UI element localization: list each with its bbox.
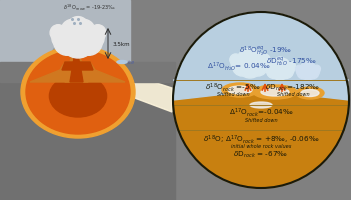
Circle shape	[72, 19, 95, 43]
Ellipse shape	[49, 75, 107, 117]
Circle shape	[258, 54, 270, 66]
Circle shape	[60, 22, 96, 58]
Bar	[0, 82, 175, 200]
Circle shape	[297, 67, 309, 79]
Circle shape	[52, 28, 72, 48]
Circle shape	[231, 57, 245, 71]
Circle shape	[305, 63, 316, 73]
Circle shape	[173, 12, 349, 188]
Circle shape	[84, 28, 104, 48]
Circle shape	[242, 48, 258, 64]
Ellipse shape	[296, 87, 324, 99]
Ellipse shape	[253, 85, 297, 99]
Circle shape	[311, 67, 320, 76]
Circle shape	[232, 57, 252, 76]
Circle shape	[238, 50, 254, 67]
Circle shape	[300, 63, 311, 73]
Circle shape	[296, 65, 303, 72]
Text: $\delta$D$_{H_2O}^{eq}$ -175‰: $\delta$D$_{H_2O}^{eq}$ -175‰	[266, 55, 316, 69]
Ellipse shape	[250, 102, 272, 108]
Circle shape	[90, 25, 106, 41]
Text: Shifted down: Shifted down	[277, 92, 309, 98]
Circle shape	[277, 58, 290, 72]
Circle shape	[296, 67, 305, 76]
Circle shape	[284, 64, 294, 74]
Ellipse shape	[261, 88, 289, 96]
Circle shape	[271, 58, 284, 72]
Ellipse shape	[228, 86, 252, 94]
Circle shape	[75, 28, 102, 55]
Circle shape	[254, 57, 269, 71]
Ellipse shape	[222, 83, 258, 97]
Text: $\delta$D$_{rock}$=-182‰: $\delta$D$_{rock}$=-182‰	[265, 83, 320, 93]
Text: 3.5km: 3.5km	[113, 42, 131, 46]
Circle shape	[278, 64, 293, 78]
Polygon shape	[0, 40, 80, 70]
Ellipse shape	[301, 90, 319, 97]
Bar	[0, 0, 175, 200]
Circle shape	[61, 19, 84, 43]
Circle shape	[54, 28, 81, 55]
Ellipse shape	[21, 46, 135, 138]
Ellipse shape	[117, 60, 127, 64]
Polygon shape	[30, 62, 125, 82]
Text: initial whole rock values: initial whole rock values	[231, 144, 291, 150]
Circle shape	[303, 62, 313, 71]
Circle shape	[270, 60, 290, 80]
Circle shape	[245, 50, 262, 67]
Circle shape	[50, 25, 66, 41]
Text: $\delta^{18}$O$_{rock}$ =-5‰: $\delta^{18}$O$_{rock}$ =-5‰	[205, 82, 261, 94]
Polygon shape	[65, 52, 88, 82]
Text: Shifted down: Shifted down	[245, 117, 277, 122]
Ellipse shape	[26, 50, 130, 134]
Circle shape	[300, 64, 316, 80]
Text: $\Delta^{17}$O$_{rock}$=-0.04‰: $\Delta^{17}$O$_{rock}$=-0.04‰	[229, 107, 293, 119]
Circle shape	[265, 62, 273, 71]
Circle shape	[237, 52, 263, 78]
Text: $\delta$D$_{rock}$ = -67‰: $\delta$D$_{rock}$ = -67‰	[233, 150, 289, 160]
Circle shape	[313, 65, 320, 72]
Bar	[0, 62, 175, 82]
Circle shape	[266, 64, 282, 78]
Circle shape	[67, 17, 89, 38]
Text: Shifted down: Shifted down	[217, 92, 249, 98]
Circle shape	[307, 67, 319, 79]
Circle shape	[230, 54, 241, 66]
Circle shape	[248, 57, 267, 76]
Text: $\delta^{18}$O; $\Delta^{17}$O$_{rock}$ = +8‰, -0.06‰: $\delta^{18}$O; $\Delta^{17}$O$_{rock}$ …	[203, 134, 319, 146]
Circle shape	[274, 57, 286, 69]
Polygon shape	[173, 12, 349, 100]
Polygon shape	[58, 38, 62, 44]
Polygon shape	[92, 62, 172, 112]
Polygon shape	[70, 53, 83, 82]
Text: ice: ice	[128, 60, 135, 64]
Text: $\delta^{18}$O$_{snow}$ = -19-23‰: $\delta^{18}$O$_{snow}$ = -19-23‰	[63, 3, 117, 13]
Text: $\Delta^{17}$O$_{H_2O}$= 0.04‰: $\Delta^{17}$O$_{H_2O}$= 0.04‰	[207, 60, 271, 74]
Circle shape	[286, 62, 296, 71]
Circle shape	[265, 64, 277, 74]
Bar	[0, 0, 130, 70]
Text: $\delta^{18}$O$_{H_2O}^{eq}$ -19‰: $\delta^{18}$O$_{H_2O}^{eq}$ -19‰	[239, 45, 293, 59]
Polygon shape	[62, 62, 93, 70]
